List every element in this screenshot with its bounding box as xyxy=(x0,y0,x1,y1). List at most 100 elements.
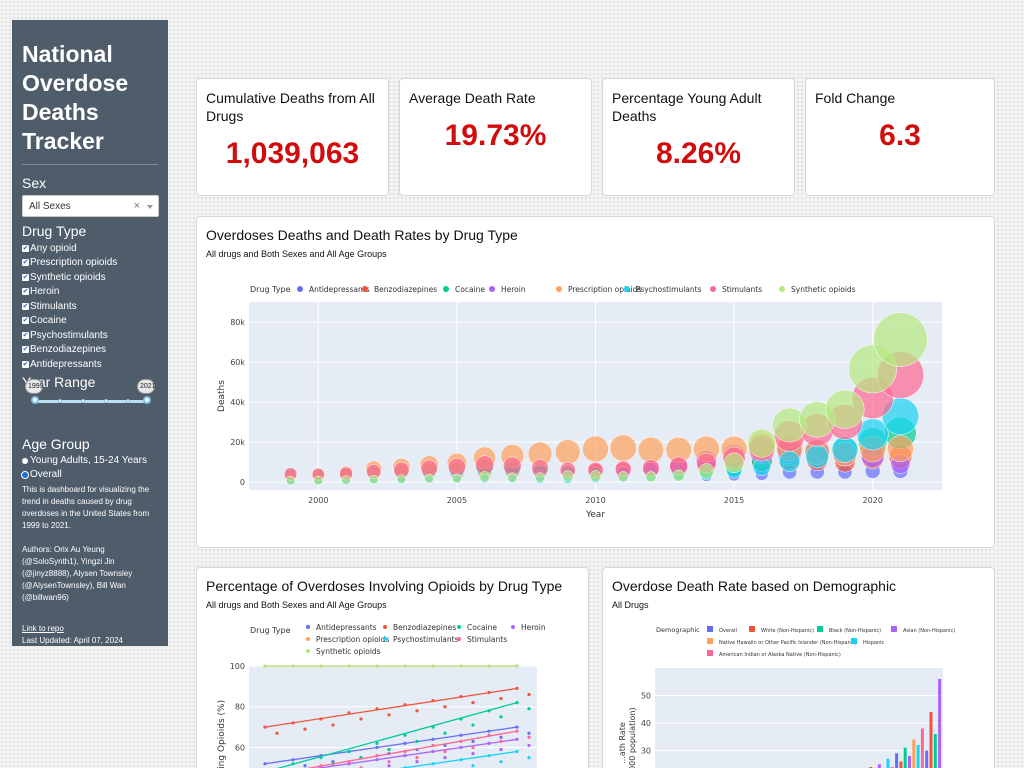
bar xyxy=(938,679,942,768)
description: This is dashboard for visualizing the tr… xyxy=(22,484,158,604)
drug-type-option[interactable]: ✔ Antidepressants xyxy=(22,358,102,370)
repo-link[interactable]: Link to repo xyxy=(22,623,64,633)
data-point xyxy=(499,735,503,739)
checkbox-icon[interactable]: ✔ xyxy=(22,273,29,281)
kpi-card-fold-change: Fold Change 6.3 xyxy=(805,78,995,196)
legend-label: Antidepressants xyxy=(316,623,377,632)
legend-marker xyxy=(710,286,716,292)
drug-type-option[interactable]: ✔ Psychostimulants xyxy=(22,329,108,341)
y-tick-label: 60 xyxy=(235,743,245,752)
sex-dropdown[interactable]: All Sexes × xyxy=(22,195,159,217)
year-start-tooltip: 1999 xyxy=(25,378,44,394)
bubble xyxy=(887,435,914,462)
legend-marker xyxy=(851,638,857,644)
checkbox-icon[interactable]: ✔ xyxy=(22,259,29,267)
drug-type-option[interactable]: ✔ Cocaine xyxy=(22,315,67,327)
checkbox-icon[interactable]: ✔ xyxy=(22,346,29,354)
drug-type-option[interactable]: ✔ Any opioid xyxy=(22,242,77,254)
bubble-chart[interactable]: 0 20k 40k 60k 80k 2000 2005 2010 2015 2020 Year Dea… xyxy=(197,257,994,547)
y-tick-label: 80k xyxy=(230,318,245,327)
data-point xyxy=(331,723,335,727)
checkbox-icon[interactable]: ✔ xyxy=(22,360,29,368)
x-axis-label: Year xyxy=(585,510,605,520)
data-point xyxy=(275,731,279,735)
legend-marker xyxy=(511,625,515,629)
plot-area xyxy=(249,666,537,768)
chart-card-deaths-by-drug: Overdoses Deaths and Death Rates by Drug… xyxy=(196,216,995,548)
bubble xyxy=(447,457,466,477)
divider xyxy=(22,164,158,165)
slider-handle-end[interactable] xyxy=(143,395,151,404)
x-tick-label: 2020 xyxy=(863,496,883,505)
legend-marker xyxy=(707,638,713,644)
bubble xyxy=(424,473,434,484)
kpi-value: 1,039,063 xyxy=(225,137,360,170)
legend-marker xyxy=(383,625,387,629)
data-point xyxy=(527,731,531,735)
demographic-bar-chart[interactable]: 30 40 50 ...ath Rate ...000 population) Demog… xyxy=(603,608,994,768)
bar xyxy=(929,712,933,768)
bar xyxy=(899,761,903,768)
data-point xyxy=(515,737,519,741)
slider-track[interactable] xyxy=(35,399,147,403)
age-group-label: Age Group xyxy=(22,435,90,452)
data-point xyxy=(499,760,503,764)
kpi-value: 8.26% xyxy=(655,137,742,170)
chart-subtitle: All drugs and Both Sexes and All Age Gro… xyxy=(206,249,387,259)
drug-type-option[interactable]: ✔ Prescription opioids xyxy=(22,257,118,269)
drug-type-checklist: ✔ Any opioid ✔ Prescription opioids ✔ Synth… xyxy=(22,241,158,372)
data-point xyxy=(303,727,307,731)
legend-label: Native Hawaiin or Other Pacific Islander… xyxy=(719,640,857,646)
legend-label: Overall xyxy=(719,628,737,634)
legend-marker xyxy=(489,286,495,292)
age-option[interactable]: Young Adults, 15-24 Years xyxy=(22,454,158,468)
radio-icon[interactable] xyxy=(22,471,28,478)
age-option[interactable]: Overall xyxy=(22,468,158,482)
drug-type-option[interactable]: ✔ Benzodiazepines xyxy=(22,344,107,356)
bubble xyxy=(479,471,491,483)
drug-type-option[interactable]: ✔ Synthetic opioids xyxy=(22,271,106,283)
bubble xyxy=(562,470,574,482)
data-point xyxy=(375,741,379,745)
bubble xyxy=(637,436,664,464)
checkbox-icon[interactable]: ✔ xyxy=(22,331,29,339)
checkbox-icon[interactable]: ✔ xyxy=(22,317,29,325)
legend-label: Heroin xyxy=(521,623,546,632)
bubble xyxy=(507,472,518,483)
y-axis-label: ...ath Rate xyxy=(618,722,627,764)
data-point xyxy=(527,756,531,760)
chart-subtitle: All Drugs xyxy=(612,600,649,610)
bubble xyxy=(368,474,379,485)
data-point xyxy=(471,751,475,756)
data-point xyxy=(443,749,447,754)
data-point xyxy=(471,739,475,743)
legend-label: Benzodiazepines xyxy=(393,623,456,632)
legend-label: Asian (Non-Hispanic) xyxy=(903,628,955,634)
checkbox-icon[interactable]: ✔ xyxy=(22,302,29,310)
authors-text: Authors: Orix Au Yeung (@SoloSynth1), Yi… xyxy=(22,544,133,602)
kpi-card-young-adult-deaths: Percentage Young Adult Deaths 8.26% xyxy=(602,78,795,196)
drug-type-option[interactable]: ✔ Stimulants xyxy=(22,300,77,312)
radio-icon[interactable] xyxy=(22,457,28,464)
opioid-scatter-chart[interactable]: 60 80 100 ...volving Opioids (%) Drug Type An… xyxy=(197,608,588,768)
data-point xyxy=(471,723,475,727)
data-point xyxy=(415,709,419,713)
bubble xyxy=(672,469,685,482)
checkbox-icon[interactable]: ✔ xyxy=(22,288,29,296)
bubble xyxy=(723,452,745,473)
clear-icon[interactable]: × xyxy=(133,200,140,212)
y-axis-label: ...000 population) xyxy=(628,707,637,768)
bar xyxy=(920,728,924,768)
slider-handle-start[interactable] xyxy=(31,395,39,404)
drug-type-option[interactable]: ✔ Heroin xyxy=(22,286,60,298)
chevron-down-icon[interactable] xyxy=(147,205,153,209)
checkbox-icon[interactable]: ✔ xyxy=(22,244,29,252)
legend-label: Hispanic xyxy=(863,640,885,646)
year-range-slider[interactable]: Year Range 1999 2021 xyxy=(22,374,158,430)
slider-mark xyxy=(81,398,85,403)
drug-type-label: Drug Type xyxy=(22,223,87,239)
bar xyxy=(903,747,907,768)
bubble xyxy=(831,436,859,463)
legend-label: White (Non-Hispanic) xyxy=(761,628,814,634)
data-point xyxy=(347,749,351,754)
